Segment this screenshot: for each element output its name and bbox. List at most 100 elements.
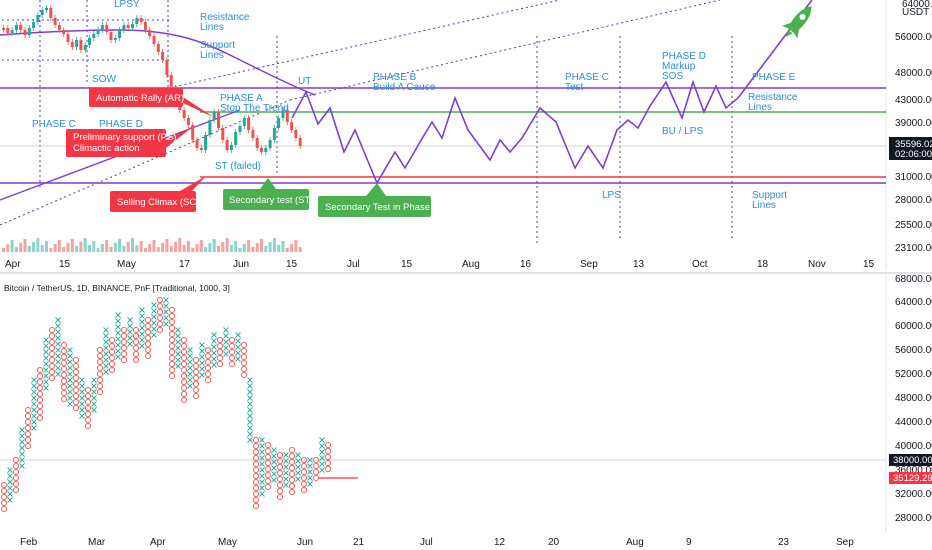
pnf-o-mark	[36, 366, 44, 374]
selling-climax-callout[interactable]: Selling Climax (SC)	[110, 176, 206, 212]
pnf-o-mark	[324, 465, 332, 473]
pnf-x-mark	[259, 467, 265, 473]
candle-body	[36, 15, 40, 22]
phase-e-label: PHASE E	[752, 72, 796, 83]
pnf-x-mark	[55, 365, 61, 371]
pnf-x-mark	[247, 419, 253, 425]
pnf-o-mark	[96, 370, 104, 378]
volume-bar	[66, 243, 70, 252]
support-right-label: Support	[752, 190, 787, 201]
candle-body	[161, 52, 165, 60]
pnf-x-mark	[7, 485, 13, 491]
price-tag-35129	[889, 472, 932, 484]
time-label: Aug	[626, 537, 644, 548]
pnf-o-mark	[132, 356, 140, 364]
pnf-x-mark	[163, 303, 169, 309]
pnf-x-mark	[175, 345, 181, 351]
price-axis-label: 64000.00	[895, 297, 932, 308]
pnf-x-mark	[175, 339, 181, 345]
pnf-o-mark	[108, 342, 116, 350]
pnf-x-mark	[319, 455, 325, 461]
trendline-upper[interactable]	[159, 0, 561, 91]
pnf-o-mark	[264, 483, 272, 491]
st-failed-label: ST (failed)	[215, 161, 261, 172]
pnf-o-mark	[180, 366, 188, 374]
candle-body	[143, 22, 147, 30]
moving-average-line[interactable]	[0, 29, 316, 96]
time-label: Aug	[462, 259, 480, 270]
candle-body	[113, 38, 117, 40]
preliminary-support-callout[interactable]: Preliminary support (PS) Climactic actio…	[66, 125, 195, 157]
pnf-x-mark	[259, 449, 265, 455]
pnf-o-mark	[168, 342, 176, 350]
pnf-x-mark	[151, 320, 157, 326]
pnf-o-mark	[12, 468, 20, 476]
pnf-o-mark	[288, 452, 296, 460]
pnf-x-mark	[259, 485, 265, 491]
pnf-x-mark	[199, 354, 205, 360]
time-label: 15	[401, 259, 413, 270]
pnf-o-mark	[48, 362, 56, 370]
secondary-test-b-callout[interactable]: Secondary Test in Phase B	[318, 183, 439, 217]
pnf-o-mark	[312, 462, 320, 470]
pnf-x-mark	[79, 383, 85, 389]
pnf-x-mark	[295, 452, 301, 458]
pnf-o-mark	[60, 395, 68, 403]
volume-bar	[199, 240, 203, 252]
pnf-x-mark	[151, 308, 157, 314]
pnf-x-mark	[223, 333, 229, 339]
pnf-x-mark	[55, 347, 61, 353]
pnf-o-mark	[24, 406, 32, 414]
pnf-x-mark	[283, 464, 289, 470]
volume-bar	[208, 243, 212, 252]
candle-body	[23, 30, 27, 35]
volume-bar	[10, 240, 14, 252]
pnf-x-mark	[295, 464, 301, 470]
pnf-o-mark	[240, 359, 248, 367]
projected-price-path[interactable]	[291, 0, 813, 185]
top-pane[interactable]: 64000.00 56000.00 48000.00 43000.00 3900…	[0, 0, 932, 270]
pnf-o-mark	[144, 346, 152, 354]
volume-bar	[298, 247, 302, 252]
pnf-x-mark	[151, 332, 157, 338]
bottom-pane[interactable]: Bitcoin / TetherUS, 1D, BINANCE, PnF [Tr…	[0, 273, 932, 548]
pnf-o-mark	[276, 469, 284, 477]
pnf-o-mark	[12, 462, 20, 470]
ut-label: UT	[298, 76, 311, 87]
ps-text-1: Preliminary support (PS)	[73, 132, 176, 143]
lpsy-label: LPSY	[114, 0, 140, 10]
price-axis-label: 31000.00	[895, 172, 932, 183]
pnf-x-mark	[115, 354, 121, 360]
pnf-o-mark	[252, 478, 260, 486]
pnf-x-mark	[199, 360, 205, 366]
candle-body	[195, 140, 199, 148]
pnf-o-mark	[204, 358, 212, 366]
trendline-lower-ext[interactable]	[289, 0, 721, 101]
pnf-x-mark	[283, 458, 289, 464]
pnf-columns[interactable]	[0, 296, 332, 513]
volume-bar	[118, 239, 122, 252]
sow-label: SOW	[92, 74, 116, 85]
pnf-o-mark	[180, 336, 188, 344]
volume-bar	[165, 239, 169, 252]
pnf-x-mark	[271, 459, 277, 465]
pnf-x-mark	[187, 377, 193, 383]
candle-body	[290, 122, 294, 130]
pnf-o-mark	[48, 374, 56, 382]
pnf-o-mark	[168, 330, 176, 338]
candle-body	[165, 60, 169, 75]
current-price: 35596.02	[895, 139, 932, 150]
pnf-x-mark	[211, 356, 217, 362]
candle-body	[225, 140, 229, 150]
volume-bar	[182, 245, 186, 252]
volume-bar	[247, 240, 251, 252]
pnf-o-mark	[144, 316, 152, 324]
pnf-x-mark	[19, 433, 25, 439]
secondary-test-callout[interactable]: Secondary test (ST)	[223, 178, 313, 210]
price-axis-label: 48000.00	[895, 393, 932, 404]
pnf-x-mark	[235, 332, 241, 338]
pnf-x-mark	[319, 461, 325, 467]
pnf-x-mark	[67, 347, 73, 353]
automatic-rally-callout[interactable]: Automatic Rally (AR)	[89, 88, 215, 118]
